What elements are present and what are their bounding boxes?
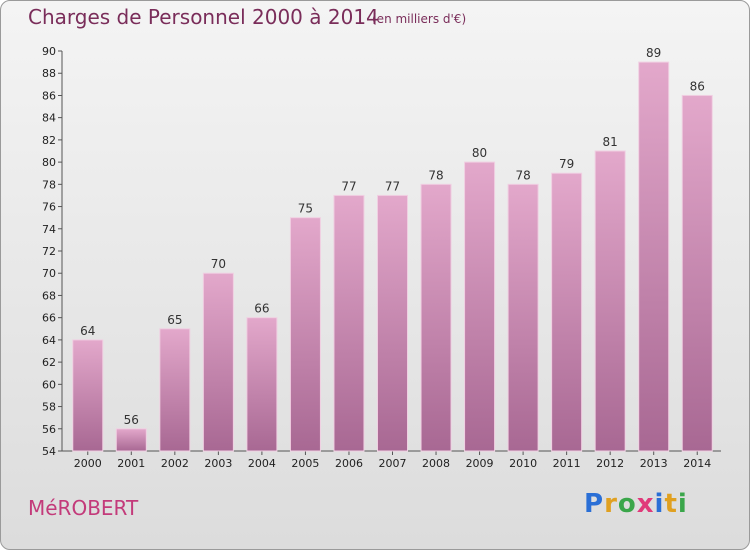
y-tick-label: 74 <box>42 223 56 236</box>
y-tick-label: 84 <box>42 112 56 125</box>
x-tick-label-2000: 2000 <box>74 457 102 470</box>
data-label-2008: 78 <box>428 168 443 182</box>
data-label-2010: 78 <box>515 168 530 182</box>
x-tick-label-2006: 2006 <box>335 457 363 470</box>
bar-2013 <box>638 61 670 452</box>
y-tick-label: 82 <box>42 134 56 147</box>
y-tick-label: 64 <box>42 334 56 347</box>
bar-2011 <box>551 172 583 452</box>
x-tick-label-2013: 2013 <box>640 457 668 470</box>
x-tick-label-2001: 2001 <box>117 457 145 470</box>
bar-2004 <box>246 317 278 452</box>
data-label-2009: 80 <box>472 146 487 160</box>
logo-letter: o <box>617 489 637 519</box>
y-tick-label: 56 <box>42 423 56 436</box>
logo-letter: t <box>664 489 678 519</box>
bar-2012 <box>594 150 626 452</box>
bar-2001 <box>115 428 147 452</box>
chart-subtitle: (en milliers d'€) <box>372 12 467 26</box>
axes: 54 56 58 60 62 64 66 68 70 72 74 76 78 80 82 84 86 88 90 <box>42 45 721 458</box>
x-tick-label-2014: 2014 <box>683 457 711 470</box>
y-tick-label: 88 <box>42 67 56 80</box>
y-tick-label: 70 <box>42 267 56 280</box>
data-label-2013: 89 <box>646 46 661 60</box>
data-label-2003: 70 <box>211 257 226 271</box>
labels: 64 2000 56 2001 65 2002 70 2003 66 2004 75 2005 77 20… <box>74 46 711 470</box>
chart-title: Charges de Personnel 2000 à 2014 <box>28 5 379 29</box>
bar-2005 <box>289 217 321 452</box>
x-tick-label-2002: 2002 <box>161 457 189 470</box>
logo-letter: r <box>604 489 618 519</box>
logo-letter: i <box>654 489 665 519</box>
logo-letter: x <box>636 489 655 519</box>
bar-2000 <box>72 339 104 452</box>
commune-name: MéROBERT <box>28 496 139 520</box>
proxiti-logo[interactable]: Proxiti <box>584 489 688 519</box>
y-tick-label: 80 <box>42 156 56 169</box>
y-tick-label: 78 <box>42 178 56 191</box>
x-tick-label-2004: 2004 <box>248 457 276 470</box>
x-tick-label-2007: 2007 <box>379 457 407 470</box>
x-tick-label-2005: 2005 <box>291 457 319 470</box>
data-label-2001: 56 <box>124 413 139 427</box>
x-tick-label-2008: 2008 <box>422 457 450 470</box>
data-label-2002: 65 <box>167 313 182 327</box>
x-tick-label-2010: 2010 <box>509 457 537 470</box>
logo-letter: i <box>677 489 688 519</box>
y-tick-label: 72 <box>42 245 56 258</box>
logo-letter: P <box>584 489 605 519</box>
bars <box>72 61 713 452</box>
bar-2010 <box>507 183 539 452</box>
y-tick-label: 60 <box>42 378 56 391</box>
bar-2003 <box>202 272 234 452</box>
bar-2007 <box>377 194 408 452</box>
y-tick-label: 76 <box>42 201 56 214</box>
y-tick-label: 90 <box>42 45 56 58</box>
data-label-2012: 81 <box>603 135 618 149</box>
y-tick-label: 86 <box>42 89 56 102</box>
data-label-2000: 64 <box>80 324 95 338</box>
y-tick-label: 54 <box>42 445 56 458</box>
y-tick-label: 66 <box>42 312 56 325</box>
bar-2008 <box>420 183 452 452</box>
bar-2002 <box>159 328 191 452</box>
data-label-2007: 77 <box>385 179 400 193</box>
bar-2006 <box>333 194 365 452</box>
data-label-2011: 79 <box>559 157 574 171</box>
y-tick-label: 58 <box>42 401 56 414</box>
data-label-2006: 77 <box>341 179 356 193</box>
data-label-2014: 86 <box>690 79 705 93</box>
x-tick-label-2009: 2009 <box>466 457 494 470</box>
y-tick-label: 68 <box>42 289 56 302</box>
bar-2014 <box>681 94 713 452</box>
x-tick-label-2003: 2003 <box>204 457 232 470</box>
data-label-2005: 75 <box>298 202 313 216</box>
data-label-2004: 66 <box>254 302 269 316</box>
bar-2009 <box>464 161 496 452</box>
x-tick-label-2012: 2012 <box>596 457 624 470</box>
x-tick-label-2011: 2011 <box>553 457 581 470</box>
y-tick-label: 62 <box>42 356 56 369</box>
